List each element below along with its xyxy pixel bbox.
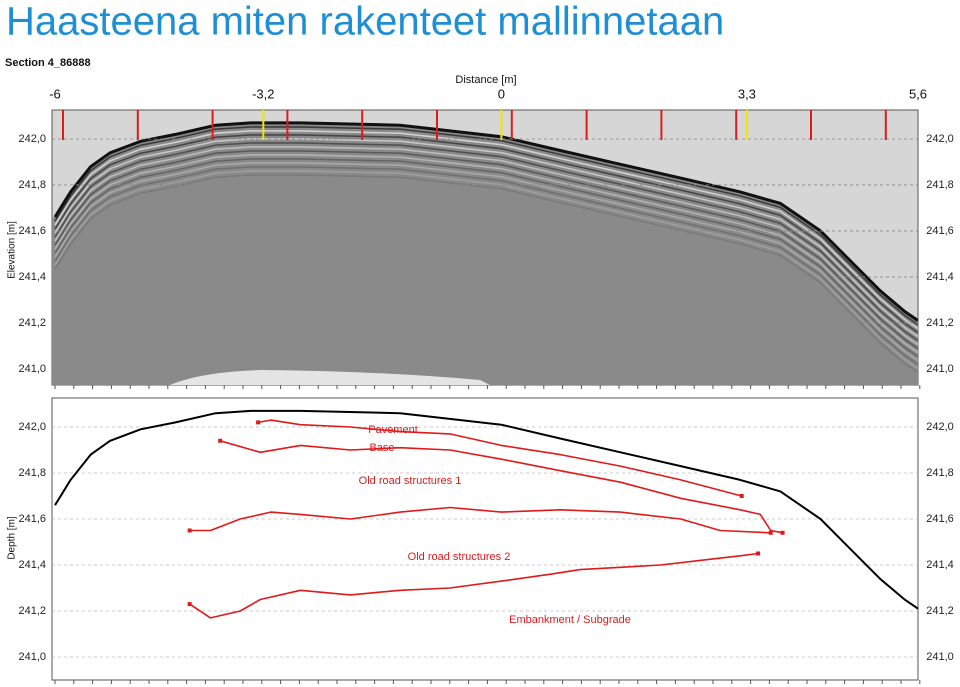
y-tick-label: 241,4	[18, 559, 46, 571]
radargram-layer	[52, 121, 918, 385]
reflection-band	[54, 146, 918, 346]
bottom-void	[170, 370, 490, 385]
layer-boundary	[189, 552, 759, 619]
endpoint	[218, 438, 223, 443]
y-tick-label: 241,8	[18, 467, 46, 479]
reflection-band	[54, 150, 918, 350]
layer-boundary	[189, 506, 771, 534]
y-tick-label: 241,0	[18, 363, 46, 375]
y-axis-label: Elevation [m]	[7, 221, 18, 279]
y-tick-label: 241,4	[926, 559, 954, 571]
reflection-band	[54, 174, 918, 374]
y-tick-label: 242,0	[926, 421, 954, 433]
reflection-band	[54, 126, 918, 326]
section-label: Section 4_86888	[5, 57, 91, 69]
y-axis-label: Depth [m]	[7, 516, 18, 560]
reflection-band	[54, 142, 918, 342]
x-tick-label: -3,2	[252, 86, 274, 101]
interpretation-frame	[51, 397, 919, 681]
slide-title: Haasteena miten rakenteet mallinnetaan	[6, 0, 724, 44]
y-tick-label: 242,0	[926, 133, 954, 145]
y-tick-label: 241,6	[18, 225, 46, 237]
reflection-band	[54, 138, 918, 338]
endpoint	[756, 551, 761, 556]
reflection-band	[54, 134, 918, 334]
layer-label: Embankment / Subgrade	[509, 614, 631, 626]
y-tick-label: 241,2	[18, 317, 46, 329]
x-tick-label: 5,6	[909, 86, 927, 101]
y-tick-label: 241,6	[926, 225, 954, 237]
y-tick-label: 241,8	[926, 179, 954, 191]
layer-boundary	[219, 440, 783, 534]
x-tick-label: -6	[49, 86, 61, 101]
y-tick-label: 242,0	[18, 133, 46, 145]
y-tick-label: 242,0	[18, 421, 46, 433]
endpoint	[739, 493, 744, 498]
reflection-band	[54, 154, 918, 354]
endpoint	[256, 420, 261, 425]
y-tick-label: 241,6	[18, 513, 46, 525]
reflection-band	[54, 166, 918, 366]
layer-boundary	[257, 419, 742, 497]
x-axis-label: Distance [m]	[455, 74, 516, 86]
endpoint	[187, 602, 192, 607]
y-tick-label: 241,2	[926, 317, 954, 329]
endpoint	[187, 528, 192, 533]
y-tick-label: 241,2	[926, 605, 954, 617]
y-tick-label: 241,0	[926, 651, 954, 663]
y-tick-label: 241,0	[18, 651, 46, 663]
surface-line	[54, 409, 919, 610]
layer-label: Old road structures 2	[408, 551, 511, 563]
layer-label: Base	[369, 442, 394, 454]
y-tick-label: 241,8	[926, 467, 954, 479]
endpoint	[768, 530, 773, 535]
y-tick-label: 241,4	[926, 271, 954, 283]
x-tick-label: 3,3	[738, 86, 756, 101]
layer-label: Pavement	[368, 424, 418, 436]
reflection-band	[54, 162, 918, 362]
endpoint	[780, 530, 785, 535]
y-tick-label: 241,8	[18, 179, 46, 191]
y-tick-label: 241,0	[926, 363, 954, 375]
x-tick-label: 0	[498, 86, 505, 101]
layer-label: Old road structures 1	[359, 475, 462, 487]
y-tick-label: 241,6	[926, 513, 954, 525]
radargram-texture	[52, 122, 918, 385]
y-tick-label: 241,2	[18, 605, 46, 617]
reflection-band	[54, 130, 918, 330]
reflection-band	[54, 170, 918, 370]
y-tick-label: 241,4	[18, 271, 46, 283]
